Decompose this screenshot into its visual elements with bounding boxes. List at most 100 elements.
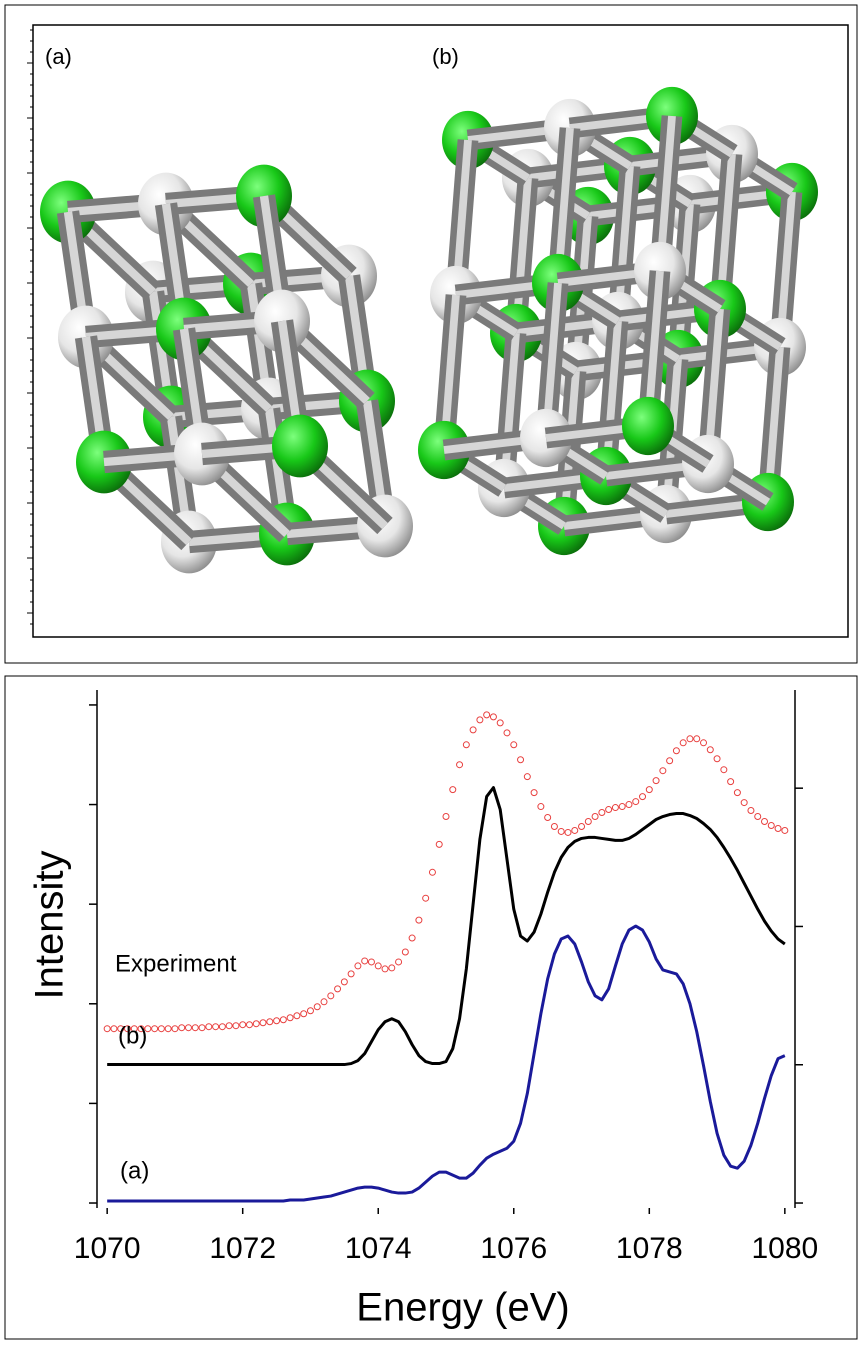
- data-point: [633, 799, 639, 805]
- data-point: [565, 829, 571, 835]
- data-point: [463, 742, 469, 748]
- data-point: [782, 827, 788, 833]
- data-point: [307, 1008, 313, 1014]
- x-axis-label: Energy (eV): [356, 1286, 569, 1330]
- data-point: [511, 742, 517, 748]
- data-point: [734, 790, 740, 796]
- data-point: [335, 986, 341, 992]
- data-point: [694, 736, 700, 742]
- data-point: [701, 740, 707, 746]
- atom: [622, 397, 674, 455]
- data-point: [321, 999, 327, 1005]
- data-point: [477, 717, 483, 723]
- data-point: [362, 958, 368, 964]
- data-point: [436, 841, 442, 847]
- data-point: [545, 815, 551, 821]
- data-point: [728, 779, 734, 785]
- data-point: [653, 778, 659, 784]
- data-point: [219, 1024, 225, 1030]
- data-point: [158, 1026, 164, 1032]
- data-point: [165, 1026, 171, 1032]
- data-point: [233, 1023, 239, 1029]
- data-point: [748, 808, 754, 814]
- data-point: [599, 810, 605, 816]
- data-point: [640, 794, 646, 800]
- data-point: [558, 828, 564, 834]
- data-point: [423, 895, 429, 901]
- data-point: [592, 814, 598, 820]
- data-point: [497, 720, 503, 726]
- data-point: [226, 1023, 232, 1029]
- data-point: [585, 818, 591, 824]
- data-point: [429, 869, 435, 875]
- data-point: [246, 1022, 252, 1028]
- data-point: [111, 1026, 117, 1032]
- data-point: [626, 802, 632, 808]
- data-point: [341, 979, 347, 985]
- data-point: [646, 787, 652, 793]
- data-point: [741, 800, 747, 806]
- page: (a) (b) 107010721074107610781080Experime…: [0, 0, 858, 1340]
- x-tick-label: 1072: [209, 1232, 276, 1265]
- data-point: [606, 807, 612, 813]
- data-point: [382, 966, 388, 972]
- data-point: [450, 787, 456, 793]
- x-tick-label: 1074: [345, 1232, 412, 1265]
- structures: [27, 30, 818, 624]
- data-point: [185, 1025, 191, 1031]
- data-point: [443, 814, 449, 820]
- y-axis-label: Intensity: [28, 851, 72, 1000]
- data-point: [572, 827, 578, 833]
- data-point: [355, 963, 361, 969]
- data-point: [389, 965, 395, 971]
- series-label: (a): [120, 1157, 149, 1184]
- data-point: [213, 1024, 219, 1030]
- data-point: [287, 1015, 293, 1021]
- data-point: [524, 774, 530, 780]
- atom: [272, 415, 328, 478]
- data-point: [619, 804, 625, 810]
- data-point: [470, 727, 476, 733]
- data-point: [612, 805, 618, 811]
- data-point: [762, 818, 768, 824]
- data-point: [294, 1013, 300, 1019]
- figure: (a) (b) 107010721074107610781080Experime…: [0, 0, 858, 1340]
- data-point: [518, 757, 524, 763]
- data-point: [152, 1026, 158, 1032]
- data-point: [409, 935, 415, 941]
- data-point: [253, 1021, 259, 1027]
- data-point: [328, 993, 334, 999]
- data-point: [172, 1026, 178, 1032]
- data-point: [579, 823, 585, 829]
- data-point: [714, 756, 720, 762]
- data-point: [104, 1026, 110, 1032]
- data-point: [402, 949, 408, 955]
- data-point: [775, 825, 781, 831]
- data-point: [755, 814, 761, 820]
- x-tick-label: 1078: [616, 1232, 683, 1265]
- data-point: [368, 959, 374, 965]
- data-point: [490, 714, 496, 720]
- series-label: Experiment: [115, 950, 237, 977]
- data-point: [267, 1019, 273, 1025]
- data-point: [721, 767, 727, 773]
- data-point: [280, 1017, 286, 1023]
- data-point: [531, 790, 537, 796]
- structure-label: (a): [45, 44, 72, 69]
- data-point: [660, 768, 666, 774]
- data-point: [538, 804, 544, 810]
- data-point: [707, 747, 713, 753]
- data-point: [260, 1020, 266, 1026]
- data-point: [484, 712, 490, 718]
- data-point: [240, 1022, 246, 1028]
- data-line: [107, 788, 785, 1065]
- data-point: [192, 1025, 198, 1031]
- data-point: [274, 1018, 280, 1024]
- data-point: [416, 917, 422, 923]
- structure-label: (b): [432, 44, 459, 69]
- data-point: [687, 736, 693, 742]
- data-point: [667, 758, 673, 764]
- data-point: [680, 740, 686, 746]
- data-point: [206, 1024, 212, 1030]
